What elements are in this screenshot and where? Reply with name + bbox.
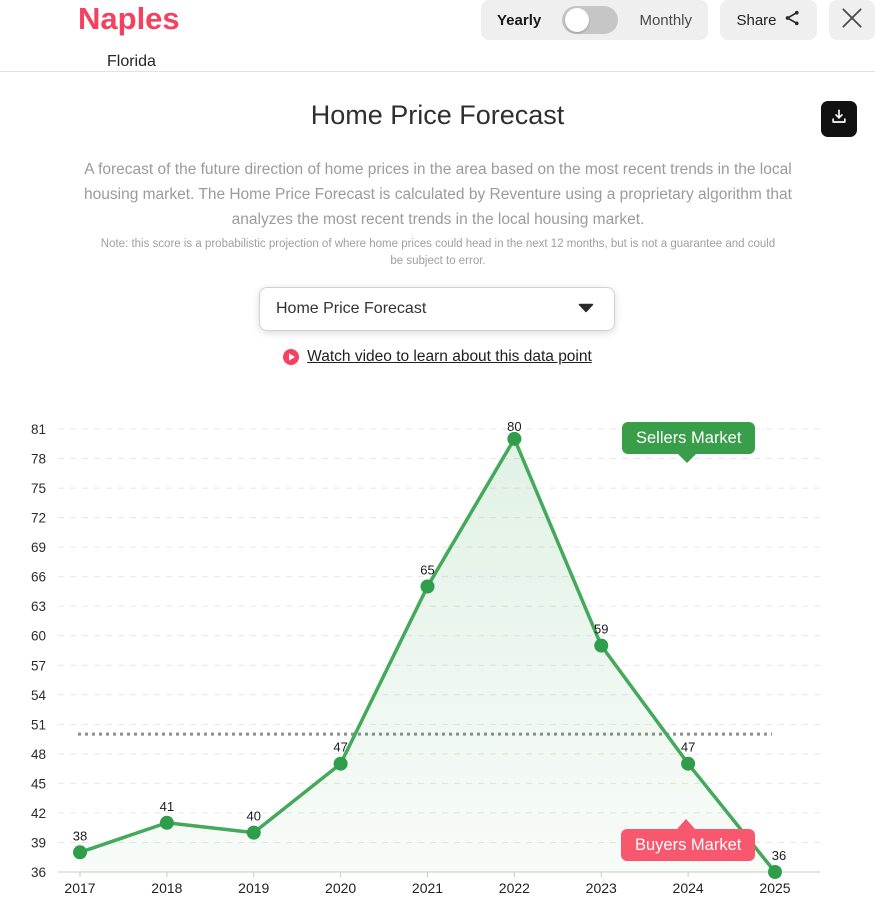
svg-text:75: 75: [31, 481, 46, 496]
sellers-market-badge: Sellers Market: [622, 422, 756, 463]
svg-text:78: 78: [31, 452, 46, 467]
svg-text:45: 45: [31, 776, 46, 791]
buyers-market-pointer: [677, 819, 695, 829]
svg-text:2023: 2023: [586, 880, 617, 896]
svg-text:36: 36: [772, 848, 786, 863]
svg-text:2021: 2021: [412, 880, 443, 896]
header: Naples Florida Yearly Monthly Share: [0, 0, 875, 72]
svg-text:2017: 2017: [64, 880, 95, 896]
forecast-chart: 36 39 42 45 48 51 54 57 60 63 66 69 72 75 78 81 2017 2018…: [0, 405, 875, 905]
svg-text:2022: 2022: [499, 880, 530, 896]
city-name: Naples: [78, 1, 180, 36]
chevron-down-icon: [578, 300, 594, 318]
period-toggle-group[interactable]: Yearly Monthly: [481, 0, 708, 40]
svg-text:41: 41: [160, 799, 174, 814]
download-icon: [829, 107, 849, 132]
close-button[interactable]: [829, 0, 875, 40]
toggle-knob[interactable]: [565, 8, 590, 32]
svg-text:47: 47: [333, 740, 347, 755]
toggle-label-yearly[interactable]: Yearly: [497, 11, 542, 29]
forecast-chart-svg[interactable]: 36 39 42 45 48 51 54 57 60 63 66 69 72 75 78 81 2017 2018…: [0, 405, 875, 905]
svg-text:65: 65: [420, 563, 434, 578]
svg-text:69: 69: [31, 540, 46, 555]
svg-text:63: 63: [31, 599, 46, 614]
toggle-label-monthly[interactable]: Monthly: [639, 11, 692, 29]
watch-video-label: Watch video to learn about this data poi…: [307, 348, 592, 365]
sellers-market-label: Sellers Market: [636, 428, 742, 447]
svg-text:81: 81: [31, 422, 46, 437]
page-title: Home Price Forecast: [310, 100, 565, 130]
svg-text:66: 66: [31, 570, 46, 585]
description-text: A forecast of the future direction of ho…: [84, 161, 792, 228]
buyers-market-badge: Buyers Market: [621, 819, 756, 861]
svg-text:80: 80: [507, 419, 521, 434]
svg-text:72: 72: [31, 511, 46, 526]
play-icon: [283, 349, 300, 365]
buyers-market-label: Buyers Market: [635, 835, 742, 854]
svg-text:2025: 2025: [759, 880, 790, 896]
svg-text:2019: 2019: [238, 880, 269, 896]
svg-text:48: 48: [31, 747, 46, 762]
note-text: Note: this score is a probabilistic proj…: [100, 238, 776, 267]
svg-text:59: 59: [594, 622, 608, 637]
svg-text:57: 57: [31, 658, 46, 673]
svg-text:2024: 2024: [673, 880, 704, 896]
svg-text:36: 36: [31, 865, 46, 880]
svg-text:51: 51: [31, 717, 46, 732]
svg-text:60: 60: [31, 629, 46, 644]
svg-text:2020: 2020: [325, 880, 356, 896]
svg-text:2018: 2018: [151, 880, 182, 896]
metric-dropdown[interactable]: Home Price Forecast: [259, 287, 615, 331]
svg-text:38: 38: [73, 828, 87, 843]
share-button[interactable]: Share: [720, 0, 817, 40]
svg-text:42: 42: [31, 806, 46, 821]
download-button[interactable]: [821, 101, 857, 137]
svg-text:47: 47: [681, 740, 695, 755]
metric-dropdown-value: Home Price Forecast: [276, 300, 427, 317]
svg-text:54: 54: [31, 688, 47, 703]
svg-text:40: 40: [247, 809, 261, 824]
state-name: Florida: [107, 53, 156, 70]
sellers-market-pointer: [678, 454, 696, 463]
watch-video-link[interactable]: Watch video to learn about this data poi…: [0, 348, 875, 366]
svg-text:39: 39: [31, 835, 46, 850]
share-button-label: Share: [736, 11, 777, 29]
close-icon: [839, 5, 865, 36]
period-toggle-switch[interactable]: [562, 6, 619, 34]
share-icon: [784, 9, 801, 31]
